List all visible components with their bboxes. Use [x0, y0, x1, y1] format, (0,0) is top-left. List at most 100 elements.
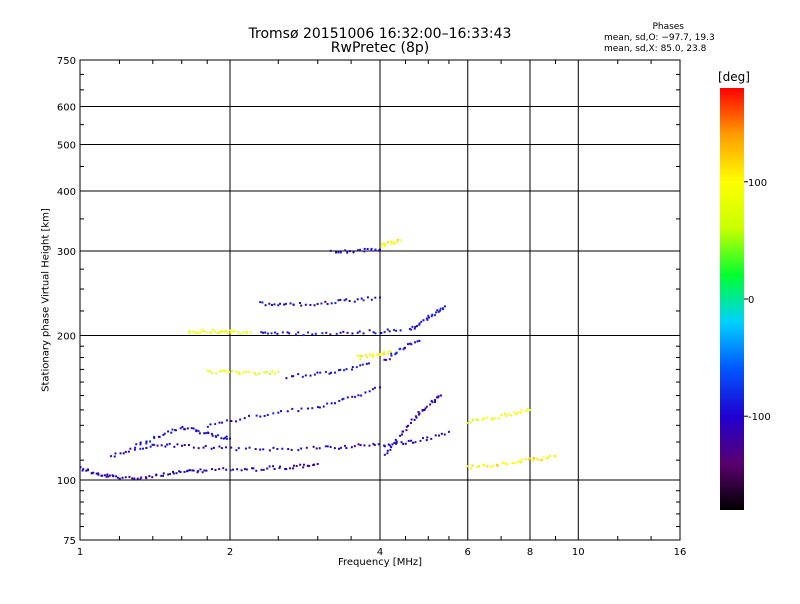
data-point — [270, 332, 273, 335]
data-point — [315, 447, 318, 450]
data-point — [269, 372, 272, 375]
data-point — [370, 249, 373, 252]
data-point — [302, 334, 305, 337]
data-point — [171, 428, 174, 431]
trace-10 — [408, 305, 446, 331]
data-point — [364, 391, 367, 394]
data-point — [328, 372, 331, 375]
data-point — [230, 446, 233, 449]
data-point — [242, 371, 245, 374]
data-point — [333, 402, 336, 405]
data-point — [431, 401, 434, 404]
data-point — [476, 465, 479, 468]
data-point — [417, 413, 420, 416]
data-point — [225, 370, 228, 373]
data-point — [362, 332, 365, 335]
data-point — [358, 330, 361, 333]
data-point — [418, 322, 421, 325]
data-point — [348, 299, 351, 302]
data-point — [292, 375, 295, 378]
data-point — [114, 452, 117, 455]
data-point — [145, 440, 148, 443]
data-point — [214, 468, 217, 471]
data-point — [119, 452, 122, 455]
data-point — [372, 353, 375, 356]
data-point — [390, 354, 393, 357]
data-point — [97, 472, 100, 475]
phases-legend-o-mode: mean, sd,O: −97.7, 19.3 — [604, 33, 715, 43]
data-point — [234, 420, 237, 423]
data-point — [266, 413, 269, 416]
data-point — [215, 435, 218, 438]
data-point — [411, 325, 414, 328]
data-point — [437, 395, 440, 398]
data-point — [279, 465, 282, 468]
data-point — [160, 474, 163, 477]
data-point — [196, 471, 199, 474]
data-point — [325, 331, 328, 334]
data-point — [162, 474, 165, 477]
data-point — [502, 462, 505, 465]
data-point — [355, 366, 358, 369]
data-point — [197, 470, 200, 473]
data-point — [139, 478, 142, 481]
plot-frame — [79, 59, 681, 541]
data-point — [343, 299, 346, 302]
data-point — [526, 408, 529, 411]
data-point — [546, 457, 549, 460]
data-point — [242, 331, 245, 334]
data-point — [192, 427, 195, 430]
data-point — [300, 447, 303, 450]
data-point — [540, 458, 543, 461]
data-point — [217, 434, 220, 437]
y-axis-label: Stationary phase Virtual Height [km] — [40, 208, 52, 392]
data-point — [139, 443, 142, 446]
data-point — [326, 445, 329, 448]
data-point — [447, 430, 450, 433]
data-point — [188, 330, 191, 333]
data-point — [268, 449, 271, 452]
data-point — [255, 414, 258, 417]
data-point — [268, 465, 271, 468]
data-point — [343, 444, 346, 447]
data-point — [222, 467, 225, 470]
data-point — [133, 448, 136, 451]
data-point — [259, 415, 262, 418]
data-point — [359, 248, 362, 251]
data-point — [262, 468, 265, 471]
data-point — [233, 330, 236, 333]
data-point — [316, 303, 319, 306]
trace-1 — [110, 430, 450, 458]
data-point — [235, 449, 238, 452]
data-point — [393, 441, 396, 444]
data-point — [399, 329, 402, 332]
data-point — [441, 307, 444, 310]
data-point — [395, 440, 398, 443]
data-point — [383, 358, 386, 361]
data-point — [330, 302, 333, 305]
data-point — [427, 314, 430, 317]
data-point — [169, 473, 172, 476]
data-point — [379, 248, 381, 251]
data-point — [439, 394, 442, 397]
data-point — [156, 444, 159, 447]
data-point — [224, 436, 227, 439]
data-point — [437, 310, 440, 313]
data-point — [167, 473, 170, 476]
data-point — [248, 370, 251, 373]
data-point — [366, 247, 369, 250]
data-point — [210, 432, 213, 435]
data-point — [390, 446, 393, 449]
data-point — [379, 296, 381, 299]
data-point — [202, 446, 205, 449]
data-point — [434, 399, 437, 402]
trace-9 — [383, 339, 421, 361]
data-point — [297, 373, 300, 376]
data-point — [381, 353, 384, 356]
data-point — [205, 469, 208, 472]
data-point — [525, 458, 528, 461]
data-point — [308, 465, 311, 468]
data-point — [219, 370, 222, 373]
data-point — [419, 439, 422, 442]
data-point — [218, 468, 221, 471]
